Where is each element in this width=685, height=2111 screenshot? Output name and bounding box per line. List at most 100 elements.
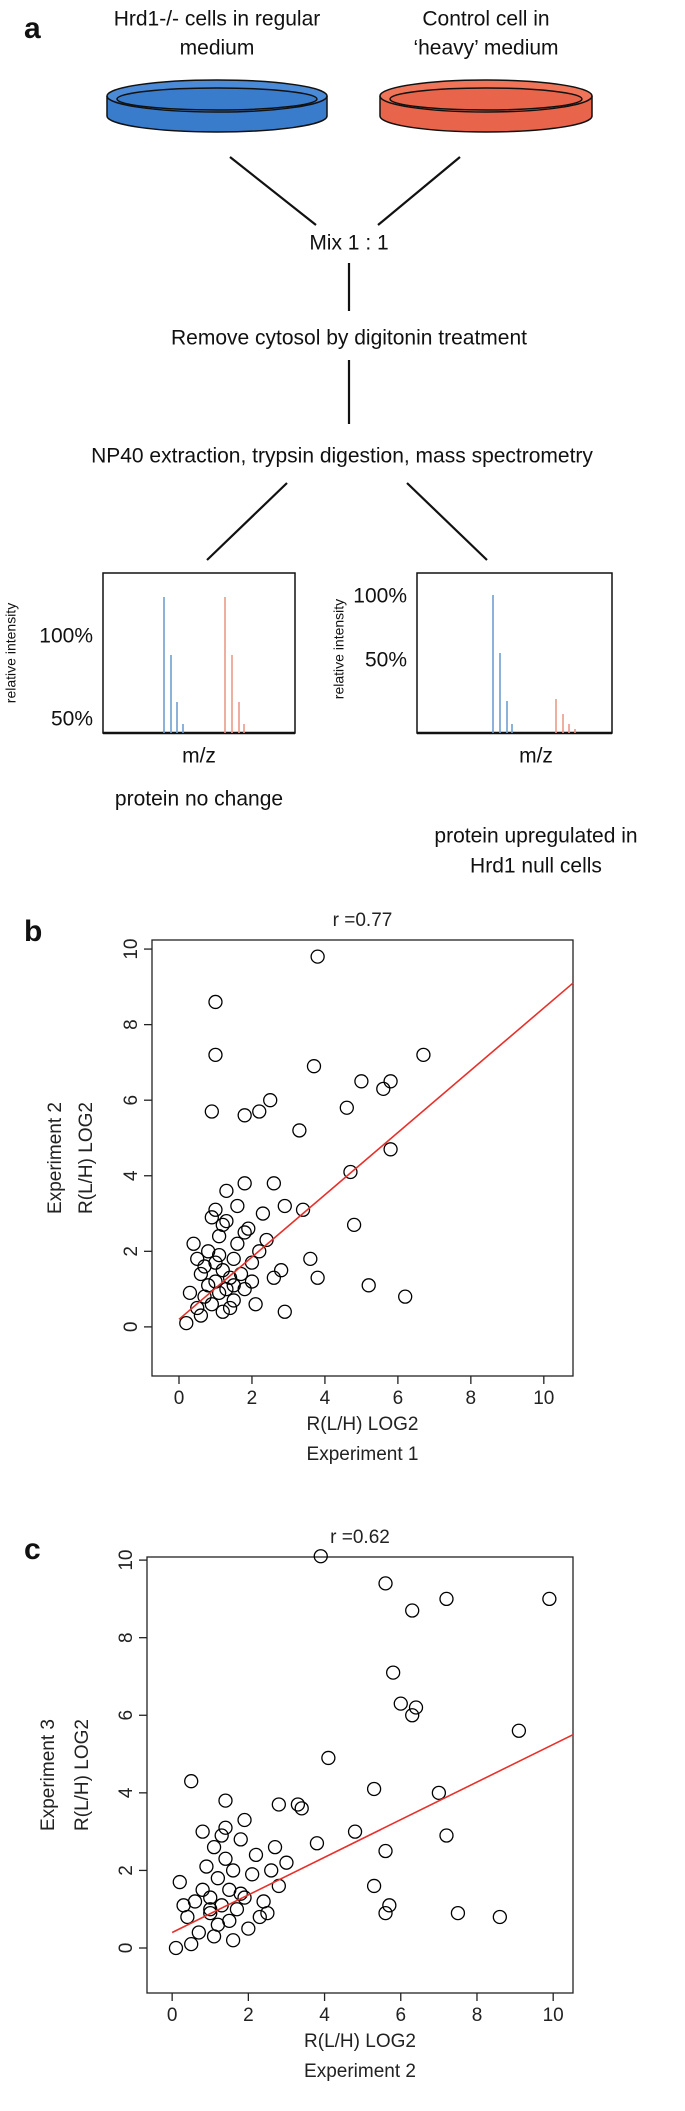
scatter-point <box>303 1251 318 1267</box>
x-axis-label: R(L/H) LOG2 <box>304 2031 416 2052</box>
scatter-point <box>208 1202 223 1217</box>
scatter-point <box>179 1315 194 1331</box>
scatter-point <box>366 1878 382 1894</box>
scatter-point <box>306 1059 322 1074</box>
scatter-point <box>310 949 325 964</box>
scatter-point <box>203 1905 218 1921</box>
scatter-point <box>248 1297 263 1312</box>
y-tick-label: 6 <box>116 1710 137 1721</box>
y-tick-label: 8 <box>121 1019 142 1030</box>
scatter-point <box>197 1259 212 1274</box>
scatter-point <box>204 1297 219 1312</box>
scatter-point <box>241 1921 256 1936</box>
y-tick-label: 6 <box>121 1095 142 1106</box>
scatter-point <box>252 1104 267 1119</box>
y-tick-label: 0 <box>116 1943 137 1954</box>
scatter-point <box>222 1913 237 1929</box>
scatter-point <box>366 1781 382 1797</box>
y-axis-label: R(L/H) LOG2 <box>72 1719 93 1831</box>
scatter-point <box>208 1047 223 1063</box>
scatter-point <box>204 1104 219 1119</box>
scatter-point <box>416 1047 431 1063</box>
scatter-point <box>339 1100 354 1115</box>
scatter-point <box>190 1251 205 1267</box>
scatter-point <box>405 1708 420 1723</box>
scatter-point <box>290 1797 306 1812</box>
step-text: Remove cytosol by digitonin treatment <box>171 327 527 350</box>
scatter-point <box>172 1874 187 1890</box>
scatter-point <box>492 1909 507 1925</box>
scatter-point <box>208 1255 223 1270</box>
scatter-point <box>237 1812 252 1828</box>
scatter-point <box>190 1300 205 1316</box>
y-tick-label: 2 <box>121 1246 142 1257</box>
spectrum-tick: 100% <box>353 585 407 608</box>
scatter-point <box>313 1549 328 1564</box>
scatter-point <box>279 1855 294 1870</box>
scatter-point <box>214 1828 229 1843</box>
dish-label: ‘heavy’ medium <box>413 37 558 60</box>
scatter-point <box>182 1285 198 1301</box>
chart-title: r =0.62 <box>330 1527 390 1548</box>
scatter-point <box>211 1285 227 1301</box>
scatter-point <box>195 1824 210 1839</box>
scatter-point <box>204 1210 219 1225</box>
scatter-point <box>208 994 223 1010</box>
scatter-point <box>206 1929 222 1944</box>
spectrum-caption: protein no change <box>115 788 283 811</box>
scatter-point <box>405 1603 420 1618</box>
y-axis-label: Experiment 2 <box>45 1102 66 1214</box>
scatter-point <box>383 1142 398 1157</box>
fit-line <box>171 1733 574 1934</box>
scatter-point <box>267 1839 283 1855</box>
scatter-point <box>230 1236 245 1251</box>
spectrum-ylabel: relative intensity <box>331 599 347 699</box>
x-tick-label: 8 <box>472 2005 483 2026</box>
spectrum-tick: 50% <box>51 708 93 731</box>
scatter-point <box>241 1221 256 1236</box>
scatter-point <box>386 1665 401 1680</box>
scatter-point <box>277 1304 292 1319</box>
spectrum-xlabel: m/z <box>182 745 216 768</box>
y-tick-label: 4 <box>116 1787 137 1798</box>
scatter-point <box>218 1793 233 1808</box>
scatter-point <box>168 1940 184 1956</box>
scatter-point <box>225 1863 241 1878</box>
scatter-point <box>248 1847 264 1863</box>
scatter-point <box>215 1304 230 1319</box>
scatter-point <box>201 1278 216 1293</box>
scatter-point <box>225 1933 241 1948</box>
scatter-point <box>211 1247 227 1263</box>
scatter-point <box>237 1890 252 1905</box>
dish-label: medium <box>180 37 255 60</box>
y-axis-label: R(L/H) LOG2 <box>76 1102 97 1214</box>
scatter-point <box>382 1898 397 1913</box>
scatter-point <box>393 1696 408 1711</box>
y-tick-label: 10 <box>121 938 142 959</box>
scatter-point <box>244 1274 260 1289</box>
scatter-point <box>431 1785 447 1800</box>
scatter-point <box>271 1797 286 1812</box>
scatter-point <box>237 1281 252 1297</box>
spectrum-tick: 50% <box>365 649 407 672</box>
spectrum-caption: protein upregulated in <box>434 825 637 848</box>
scatter-point <box>233 1886 248 1901</box>
scatter-point <box>376 1081 391 1097</box>
scatter-point <box>203 1902 218 1917</box>
dish-label: Hrd1-/- cells in regular <box>114 8 321 31</box>
scatter-point <box>219 1213 234 1229</box>
scatter-point <box>191 1925 206 1940</box>
scatter-point <box>233 1832 248 1847</box>
scatter-point <box>347 1824 363 1839</box>
scatter-point <box>218 1820 233 1835</box>
scatter-point <box>222 1300 238 1316</box>
scatter-point <box>295 1202 311 1217</box>
scatter-point <box>292 1123 307 1138</box>
fit-line <box>178 982 574 1320</box>
spectrum-left <box>102 572 296 735</box>
scatter-point <box>378 1843 393 1859</box>
scatter-point <box>245 1867 260 1882</box>
scatter-point <box>226 1293 241 1308</box>
x-tick-label: 10 <box>543 2005 564 2026</box>
scatter-point <box>263 1093 278 1108</box>
